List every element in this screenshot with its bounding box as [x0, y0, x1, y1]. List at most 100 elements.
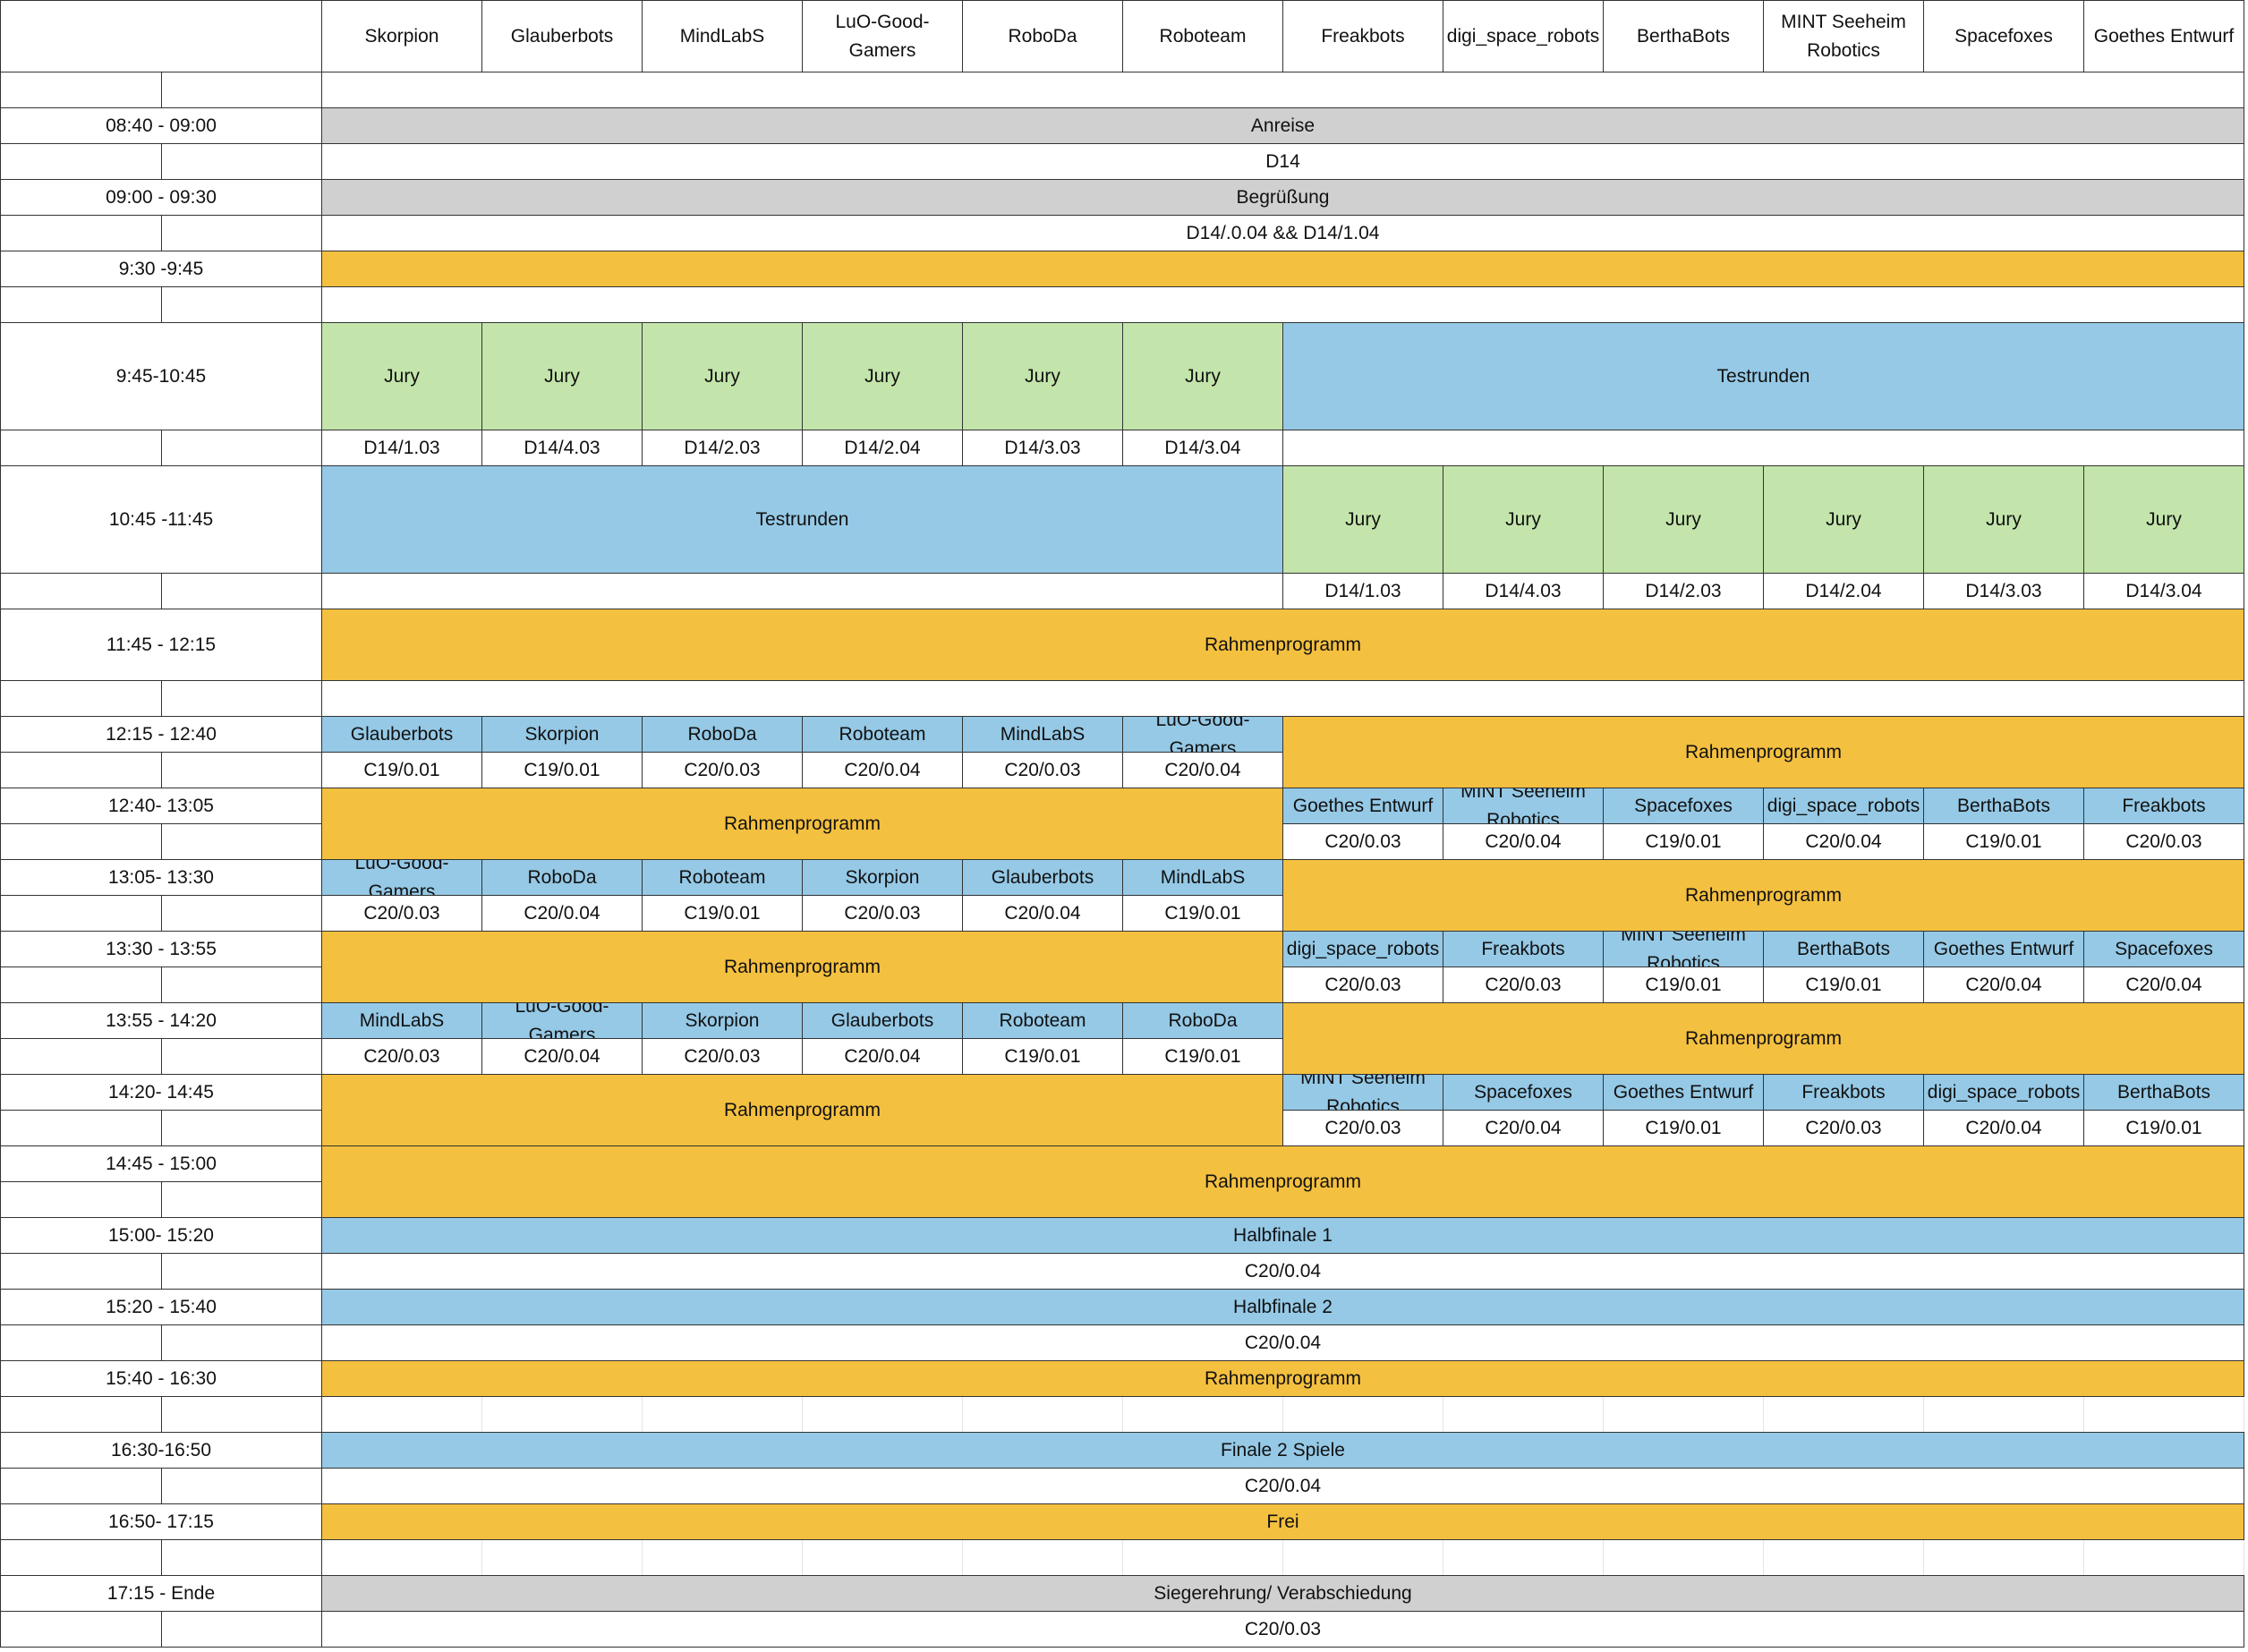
team-header: Goethes Entwurf [2083, 0, 2244, 72]
schedule-cell: D14/.0.04 && D14/1.04 [321, 215, 2244, 251]
schedule-cell: D14/3.03 [1923, 573, 2084, 609]
time-cell: 13:55 - 14:20 [0, 1002, 322, 1039]
schedule-cell: D14 [321, 143, 2244, 180]
time-cell: 14:45 - 15:00 [0, 1145, 322, 1182]
schedule-cell: RoboDa [481, 859, 643, 896]
schedule-cell: Rahmenprogramm [321, 931, 1283, 1003]
schedule-cell: D14/3.03 [962, 430, 1123, 466]
schedule-cell: C20/0.04 [321, 1324, 2244, 1361]
schedule-cell: C20/0.04 [1923, 967, 2084, 1003]
time-sub-cell [161, 1253, 322, 1290]
schedule-cell: Rahmenprogramm [321, 1145, 2244, 1218]
schedule-cell: D14/4.03 [481, 430, 643, 466]
time-sub-cell [161, 1181, 322, 1218]
schedule-cell: Rahmenprogramm [1282, 1002, 2244, 1075]
schedule-cell: Anreise [321, 107, 2244, 144]
schedule-cell: BerthaBots [1923, 788, 2084, 824]
time-sub-cell [0, 1038, 162, 1075]
schedule-cell: Rahmenprogramm [321, 1360, 2244, 1397]
schedule-cell: C20/0.04 [1763, 823, 1924, 860]
schedule-cell: Roboteam [642, 859, 803, 896]
schedule-cell: MindLabS [1122, 859, 1283, 896]
schedule-cell: digi_space_robots [1923, 1074, 2084, 1111]
fill-cell [321, 680, 2244, 717]
schedule-cell: MindLabS [962, 716, 1123, 753]
team-header: MINT Seeheim Robotics [1763, 0, 1924, 72]
schedule-cell: Glauberbots [802, 1002, 963, 1039]
schedule-cell: Jury [481, 322, 643, 430]
time-sub-cell [161, 573, 322, 609]
time-sub-cell [0, 573, 162, 609]
time-sub-cell [161, 967, 322, 1003]
schedule-cell: C20/0.04 [321, 1253, 2244, 1290]
schedule-cell: Siegerehrung/ Verabschiedung [321, 1575, 2244, 1612]
schedule-cell: Spacefoxes [1443, 1074, 1604, 1111]
time-sub-cell [0, 752, 162, 788]
schedule-cell: D14/1.03 [321, 430, 482, 466]
schedule-cell: Glauberbots [321, 716, 482, 753]
time-sub-cell [0, 823, 162, 860]
schedule-cell: Rahmenprogramm [321, 609, 2244, 681]
schedule-cell: Skorpion [642, 1002, 803, 1039]
schedule-cell: C20/0.03 [321, 895, 482, 932]
schedule-cell: Goethes Entwurf [1923, 931, 2084, 967]
schedule-cell: Jury [962, 322, 1123, 430]
schedule-cell: Skorpion [802, 859, 963, 896]
schedule-cell: Jury [321, 322, 482, 430]
schedule-cell: C19/0.01 [642, 895, 803, 932]
schedule-cell: C20/0.04 [321, 1468, 2244, 1504]
schedule-cell: Spacefoxes [1603, 788, 1764, 824]
schedule-cell: C19/0.01 [1763, 967, 1924, 1003]
schedule-cell: C19/0.01 [1923, 823, 2084, 860]
schedule-cell: Jury [642, 322, 803, 430]
schedule-cell: D14/4.03 [1443, 573, 1604, 609]
schedule-cell: D14/3.04 [2083, 573, 2244, 609]
schedule-cell: Jury [2083, 465, 2244, 574]
time-sub-cell [0, 72, 162, 108]
time-sub-cell [161, 1110, 322, 1146]
schedule-cell: C20/0.03 [2083, 823, 2244, 860]
time-sub-cell [161, 1468, 322, 1504]
schedule-cell: BerthaBots [1763, 931, 1924, 967]
time-sub-cell [161, 1038, 322, 1075]
schedule-cell: Freakbots [1443, 931, 1604, 967]
schedule-cell: Glauberbots [962, 859, 1123, 896]
time-sub-cell [161, 286, 322, 323]
schedule-cell: MindLabS [321, 1002, 482, 1039]
schedule-cell: C20/0.03 [642, 1038, 803, 1075]
schedule-cell: C20/0.03 [1443, 967, 1604, 1003]
schedule-cell: C19/0.01 [1122, 895, 1283, 932]
fill-cell [321, 286, 2244, 323]
time-cell: 15:40 - 16:30 [0, 1360, 322, 1397]
time-cell: 12:40- 13:05 [0, 788, 322, 824]
schedule-cell: Jury [1763, 465, 1924, 574]
schedule-cell: D14/3.04 [1122, 430, 1283, 466]
schedule-cell: Goethes Entwurf [1282, 788, 1443, 824]
schedule-cell: LuO-Good-Gamers [481, 1002, 643, 1039]
team-header: MindLabS [642, 0, 803, 72]
schedule-cell: RoboDa [642, 716, 803, 753]
schedule-cell: C20/0.04 [1443, 823, 1604, 860]
schedule-cell: MINT Seeheim Robotics [1443, 788, 1604, 824]
time-sub-cell [0, 680, 162, 717]
schedule-cell: LuO-Good-Gamers [1122, 716, 1283, 753]
time-sub-cell [0, 1539, 162, 1576]
schedule-cell: C19/0.01 [1603, 967, 1764, 1003]
time-cell: 14:20- 14:45 [0, 1074, 322, 1111]
team-header: Freakbots [1282, 0, 1443, 72]
time-sub-cell [0, 1181, 162, 1218]
time-cell: 09:00 - 09:30 [0, 179, 322, 216]
time-cell: 11:45 - 12:15 [0, 609, 322, 681]
schedule-cell: D14/2.03 [1603, 573, 1764, 609]
schedule-cell: Finale 2 Spiele [321, 1432, 2244, 1469]
schedule-cell: Spacefoxes [2083, 931, 2244, 967]
schedule-cell: C20/0.03 [802, 895, 963, 932]
schedule-cell: digi_space_robots [1282, 931, 1443, 967]
schedule-cell: C20/0.04 [962, 895, 1123, 932]
schedule-cell: C20/0.03 [321, 1038, 482, 1075]
schedule-cell: C20/0.03 [321, 1611, 2244, 1648]
schedule-cell: MINT Seeheim Robotics [1603, 931, 1764, 967]
team-header: RoboDa [962, 0, 1123, 72]
time-sub-cell [161, 823, 322, 860]
